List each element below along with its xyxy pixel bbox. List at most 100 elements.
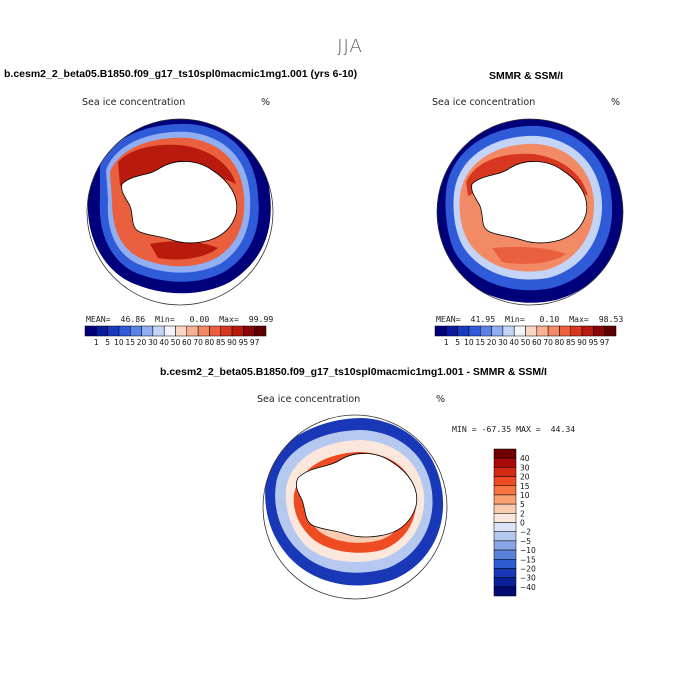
- model-colorbar-tick-label: 15: [125, 338, 135, 347]
- model-map: [87, 119, 271, 294]
- diff-colorbar-tick-label: 20: [520, 473, 530, 482]
- model-colorbar-tick-label: 20: [137, 338, 147, 347]
- model-colorbar-box: [220, 325, 233, 337]
- obs-colorbar-tick-label: 85: [566, 338, 576, 347]
- model-min: 0.00: [189, 314, 210, 324]
- model-colorbar-tick-label: 85: [216, 338, 226, 347]
- diff-map-outline: [262, 414, 448, 600]
- diff-colorbar-box: [493, 531, 517, 542]
- diff-colorbar-box: [493, 467, 517, 477]
- obs-colorbar-box: [502, 325, 515, 337]
- diff-colorbar-box: [493, 476, 517, 486]
- obs-colorbar-box: [446, 325, 458, 337]
- obs-colorbar-box: [559, 325, 571, 337]
- obs-colorbar-tick-label: 60: [532, 338, 542, 347]
- obs-colorbar-tick-label: 80: [555, 338, 565, 347]
- model-colorbar-tick-label: 60: [182, 338, 192, 347]
- difference-panel-title: b.cesm2_2_beta05.B1850.f09_g17_ts10spl0m…: [160, 366, 547, 378]
- model-colorbar-tick-label: 80: [205, 338, 215, 347]
- model-stats: MEAN= 46.86 Min= 0.00 Max= 99.99: [86, 314, 273, 324]
- obs-map: [437, 119, 623, 303]
- diff-colorbar-tick-label: 40: [520, 454, 530, 463]
- diff-colorbar-box: [493, 568, 517, 578]
- diff-antarctica: [295, 453, 418, 538]
- diff-colorbar-box: [493, 540, 517, 551]
- model-colorbar-tick-label: 90: [227, 338, 237, 347]
- obs-colorbar-tick-label: 1: [444, 338, 449, 347]
- obs-colorbar-box: [536, 325, 549, 337]
- diff-colorbar-tick-label: −15: [520, 555, 536, 564]
- obs-mean-label: MEAN=: [436, 314, 461, 324]
- diff-colorbar-box: [493, 559, 517, 569]
- obs-antarctica: [471, 161, 588, 244]
- model-colorbar-box: [96, 325, 108, 337]
- model-colorbar-tick-label: 40: [159, 338, 169, 347]
- model-colorbar-tick-label: 30: [148, 338, 158, 347]
- diff-colorbar-tick-label: 2: [520, 509, 525, 518]
- model-colorbar-box: [152, 325, 165, 337]
- obs-colorbar-tick-label: 97: [600, 338, 610, 347]
- model-colorbar-box: [243, 325, 255, 337]
- obs-panel-title: SMMR & SSM/I: [489, 70, 564, 82]
- diff-colorbar-box: [493, 503, 517, 514]
- obs-map-outline: [436, 118, 624, 306]
- diff-colorbar-box: [493, 522, 517, 532]
- model-colorbar-box: [107, 325, 120, 337]
- obs-mean: 41.95: [470, 314, 496, 324]
- obs-colorbar-box: [513, 325, 526, 337]
- diff-colorbar-box: [493, 549, 517, 560]
- obs-colorbar: 1 5 10 15 20 30 40 50 60 70 80 85 90 95 97: [434, 325, 617, 347]
- obs-colorbar-tick-label: 15: [475, 338, 485, 347]
- obs-colorbar-box: [434, 325, 447, 337]
- model-colorbar-box: [209, 325, 221, 337]
- obs-colorbar-tick-label: 70: [543, 338, 553, 347]
- obs-colorbar-box: [593, 325, 605, 337]
- obs-max: 98.53: [598, 314, 624, 324]
- diff-units-label: %: [436, 394, 446, 405]
- diff-colorbar-tick-label: 15: [520, 482, 530, 491]
- model-colorbar-box: [118, 325, 131, 337]
- diff-variable-label: Sea ice concentration: [257, 394, 361, 405]
- obs-min-label: Min=: [505, 314, 525, 324]
- model-map-outline: [86, 118, 274, 306]
- obs-colorbar-box: [581, 325, 594, 337]
- diff-colorbar-tick-label: 30: [520, 463, 530, 472]
- diff-colorbar-tick-label: −2: [520, 528, 531, 537]
- season-title: JJA: [337, 36, 363, 57]
- obs-colorbar-box: [457, 325, 470, 337]
- model-min-label: Min=: [155, 314, 175, 324]
- model-colorbar-box: [141, 325, 154, 337]
- model-colorbar-box: [186, 325, 199, 337]
- obs-stats: MEAN= 41.95 Min= 0.10 Max= 98.53: [436, 314, 623, 324]
- obs-variable-label: Sea ice concentration: [432, 97, 536, 108]
- diff-colorbar-box: [493, 494, 517, 505]
- obs-colorbar-tick-label: 30: [498, 338, 508, 347]
- obs-colorbar-tick-label: 20: [487, 338, 497, 347]
- diff-colorbar-box: [493, 485, 517, 496]
- diff-colorbar-box: [493, 586, 517, 597]
- model-units-label: %: [261, 97, 271, 108]
- model-colorbar-box: [254, 325, 267, 337]
- diff-map: [265, 418, 444, 586]
- diff-colorbar-box: [493, 448, 517, 459]
- model-colorbar-tick-label: 5: [105, 338, 110, 347]
- model-colorbar-tick-label: 70: [193, 338, 203, 347]
- diff-colorbar-box: [493, 457, 517, 468]
- obs-colorbar-box: [547, 325, 560, 337]
- obs-max-label: Max=: [569, 314, 589, 324]
- diff-colorbar-tick-label: −30: [520, 574, 536, 583]
- model-colorbar-tick-label: 1: [94, 338, 99, 347]
- diff-colorbar-tick-label: −10: [520, 546, 536, 555]
- obs-colorbar-tick-label: 10: [464, 338, 474, 347]
- model-colorbar-box: [84, 325, 97, 337]
- obs-colorbar-box: [480, 325, 492, 337]
- model-colorbar-box: [231, 325, 244, 337]
- diff-colorbar-box: [493, 513, 517, 523]
- model-colorbar-tick-label: 95: [239, 338, 249, 347]
- obs-colorbar-tick-label: 90: [577, 338, 587, 347]
- obs-colorbar-box: [468, 325, 481, 337]
- diff-colorbar-tick-label: −40: [520, 583, 536, 592]
- diff-colorbar-tick-label: 10: [520, 491, 530, 500]
